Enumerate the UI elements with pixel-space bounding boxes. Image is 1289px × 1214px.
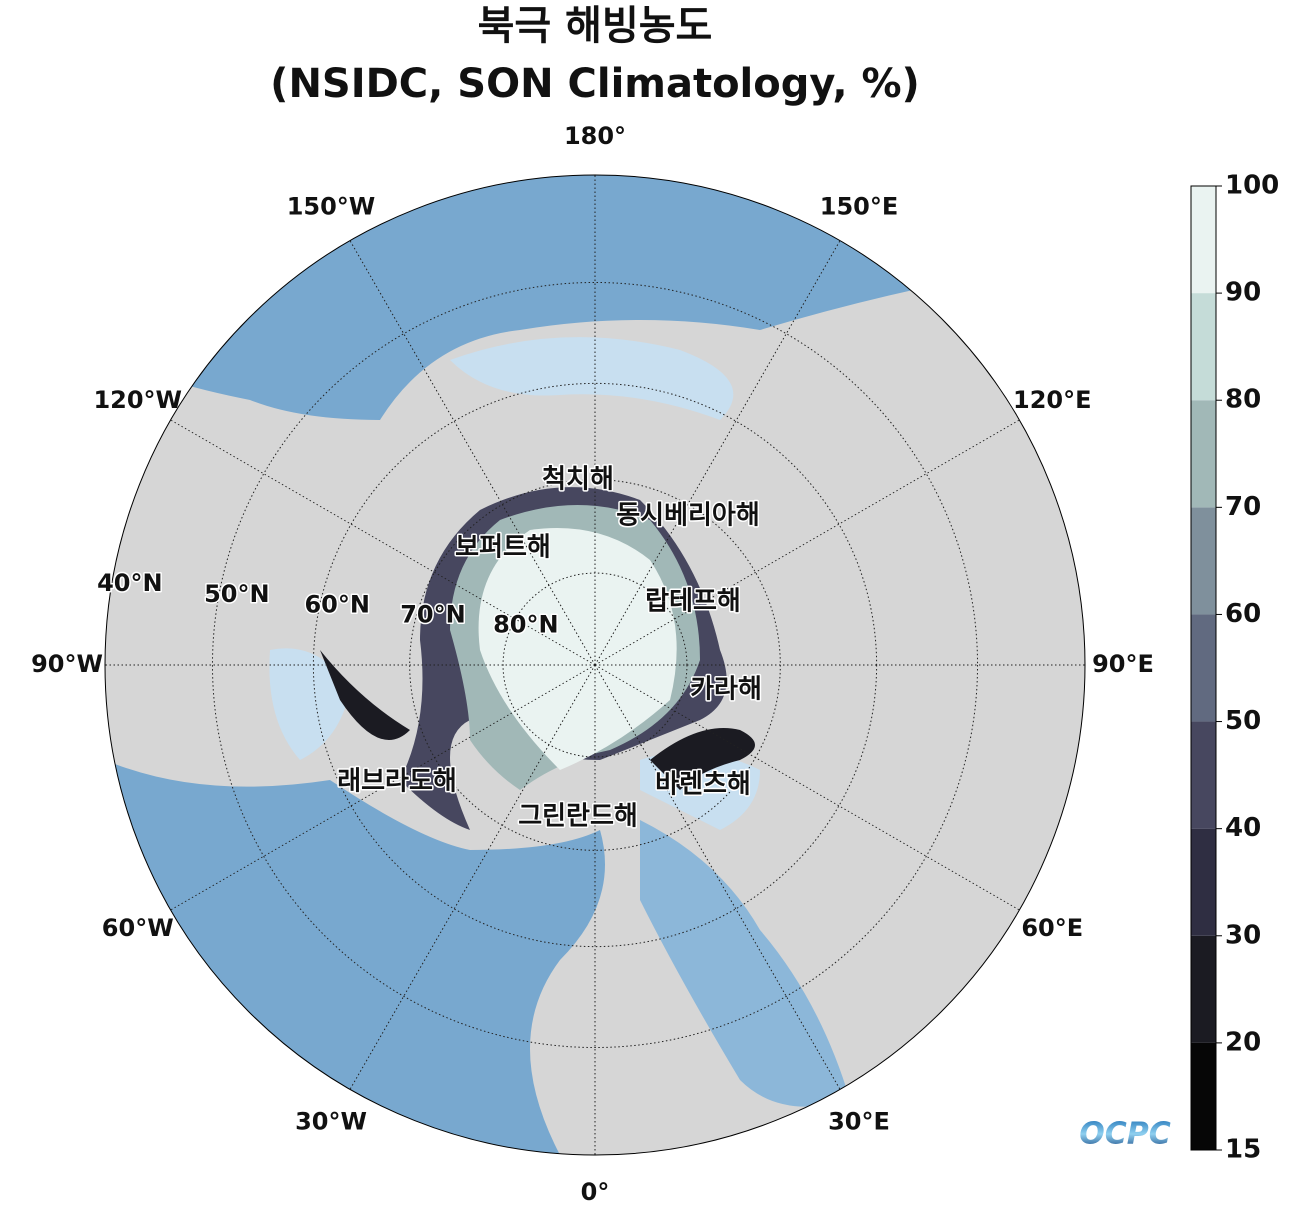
subtitle: (NSIDC, SON Climatology, %)	[270, 61, 920, 107]
map-border	[104, 174, 1086, 1156]
colorbar-frame	[1190, 185, 1217, 1151]
colorbar-tick-label: 80	[1225, 385, 1261, 415]
latitude-label: 80°N	[493, 610, 558, 638]
latitude-line	[312, 382, 878, 948]
colorbar-tick-label: 70	[1225, 492, 1261, 522]
longitude-line	[594, 419, 1020, 666]
longitude-line	[594, 664, 841, 1090]
latitude-label: 70°N	[400, 601, 465, 629]
sea-label: 랍테프해	[645, 587, 741, 617]
longitude-label: 180°	[564, 122, 626, 150]
atlantic-ocean	[105, 760, 605, 1155]
longitude-label: 60°W	[102, 914, 174, 942]
colorbar-level	[1191, 935, 1216, 1043]
longitude-label: 120°E	[1013, 386, 1092, 414]
colorbar-level	[1191, 721, 1216, 829]
colorbar-tick-label: 15	[1225, 1135, 1261, 1165]
norwegian-sea	[640, 820, 850, 1107]
longitude-label: 30°W	[295, 1107, 367, 1135]
longitude-label: 150°E	[820, 193, 899, 221]
colorbar-level	[1191, 186, 1216, 294]
sea-label: 그린란드해	[518, 802, 638, 832]
longitude-line	[594, 240, 841, 666]
colorbar-tick-label: 60	[1225, 599, 1261, 629]
baffin-ice	[320, 650, 410, 740]
colorbar-level	[1191, 614, 1216, 722]
colorbar-tick-label: 50	[1225, 706, 1261, 736]
colorbar-level	[1191, 828, 1216, 936]
colorbar-tick-label: 100	[1225, 171, 1279, 201]
kara-ice	[650, 728, 755, 790]
colorbar-level	[1191, 507, 1216, 615]
labels: 40°N 50°N 60°N 70°N 80°N 180° 150°E 120°E 90°E 60…	[31, 122, 1154, 1206]
longitude-label: 0°	[581, 1178, 610, 1206]
colorbar-tick-label: 20	[1225, 1027, 1261, 1057]
ice-core	[478, 528, 677, 770]
sea-label: 보퍼트해	[455, 533, 551, 563]
colorbar-level	[1191, 293, 1216, 401]
logo: OCPC	[1079, 1117, 1171, 1152]
colorbar-tick-label: 90	[1225, 278, 1261, 308]
latitude-line	[502, 572, 688, 758]
colorbar: 15 20 30 40 50 60 70 80 90 100	[1190, 171, 1279, 1165]
colorbar-tick-label: 40	[1225, 813, 1261, 843]
longitude-label: 90°E	[1092, 650, 1154, 678]
sea-label: 카라해	[690, 675, 762, 705]
colorbar-level	[1191, 1042, 1216, 1150]
longitude-label: 150°W	[287, 193, 376, 221]
latitude-line	[211, 281, 979, 1049]
sea-label: 동시베리아해	[616, 501, 760, 531]
longitude-line	[170, 419, 596, 666]
longitude-line	[349, 664, 596, 1090]
colorbar-level	[1191, 400, 1216, 508]
longitude-line	[594, 664, 1020, 911]
latitude-label: 60°N	[304, 591, 369, 619]
longitude-line	[170, 664, 596, 911]
colorbar-tick-label: 30	[1225, 920, 1261, 950]
title: 북극 해빙농도	[478, 3, 713, 49]
hudson-bay	[269, 648, 350, 760]
longitude-label: 30°E	[828, 1107, 890, 1135]
sea-label: 척치해	[542, 465, 614, 495]
longitude-label: 60°E	[1021, 914, 1083, 942]
longitude-label: 90°W	[31, 650, 103, 678]
sea-label: 래브라도해	[337, 767, 457, 797]
latitude-label: 40°N	[97, 569, 162, 597]
sea-label: 바렌츠해	[655, 770, 751, 800]
shelf-sea	[450, 337, 734, 420]
longitude-line	[349, 240, 596, 666]
map-base	[105, 175, 1085, 1155]
graticule	[105, 175, 1085, 1155]
longitude-label: 120°W	[93, 386, 182, 414]
latitude-label: 50°N	[204, 580, 269, 608]
